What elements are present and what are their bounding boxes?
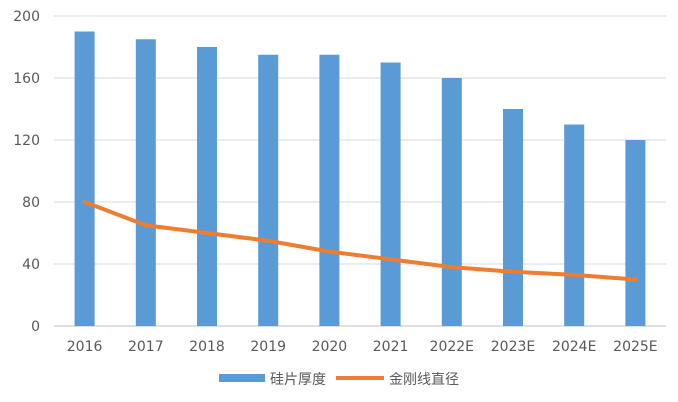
- bar: [197, 47, 217, 326]
- x-tick-label: 2018: [189, 339, 225, 355]
- line-point: [206, 232, 208, 234]
- x-tick-label: 2021: [373, 339, 409, 355]
- bar: [503, 109, 523, 326]
- x-tick-label: 2016: [67, 339, 103, 355]
- x-tick-label: 2024E: [552, 339, 596, 355]
- line-point: [451, 266, 453, 268]
- legend-label-bar: 硅片厚度: [270, 372, 326, 388]
- x-axis: 2016 2017 2018 2019 2020 2021 2022E 2023E 2024E 2…: [67, 339, 658, 355]
- y-tick-label: 120: [13, 133, 40, 149]
- bar: [135, 39, 156, 326]
- x-tick-label: 2025E: [613, 339, 657, 355]
- line-point: [328, 251, 330, 253]
- line-point: [145, 224, 147, 226]
- bar: [441, 78, 462, 326]
- x-tick-label: 2020: [312, 339, 348, 355]
- gridlines: [54, 15, 666, 327]
- bar: [564, 124, 585, 326]
- line-path: [82, 200, 638, 282]
- y-tick-label: 0: [31, 319, 40, 335]
- y-tick-label: 200: [13, 9, 40, 25]
- x-tick-label: 2019: [250, 339, 286, 355]
- line-point: [512, 271, 514, 273]
- bar-series: [74, 31, 646, 326]
- bar: [380, 62, 401, 326]
- bar: [258, 54, 279, 326]
- bar: [625, 140, 646, 326]
- line-point: [84, 201, 86, 203]
- x-tick-label: 2023E: [491, 339, 535, 355]
- line-point: [573, 274, 575, 276]
- y-tick-label: 40: [22, 257, 40, 273]
- bar: [74, 31, 95, 326]
- legend-swatch-bar: [219, 374, 265, 382]
- line-point: [634, 279, 636, 280]
- line-point: [267, 240, 269, 242]
- x-tick-label: 2017: [128, 339, 164, 355]
- x-tick-label: 2022E: [430, 339, 474, 355]
- line-point: [390, 258, 392, 260]
- y-tick-label: 160: [13, 71, 40, 87]
- y-axis: 0 40 80 120 160 200: [13, 9, 40, 335]
- bar: [319, 54, 340, 326]
- line-series: [82, 200, 638, 282]
- legend-label-line: 金刚线直径: [389, 371, 459, 388]
- y-tick-label: 80: [22, 195, 40, 211]
- legend: 硅片厚度 金刚线直径: [219, 371, 459, 388]
